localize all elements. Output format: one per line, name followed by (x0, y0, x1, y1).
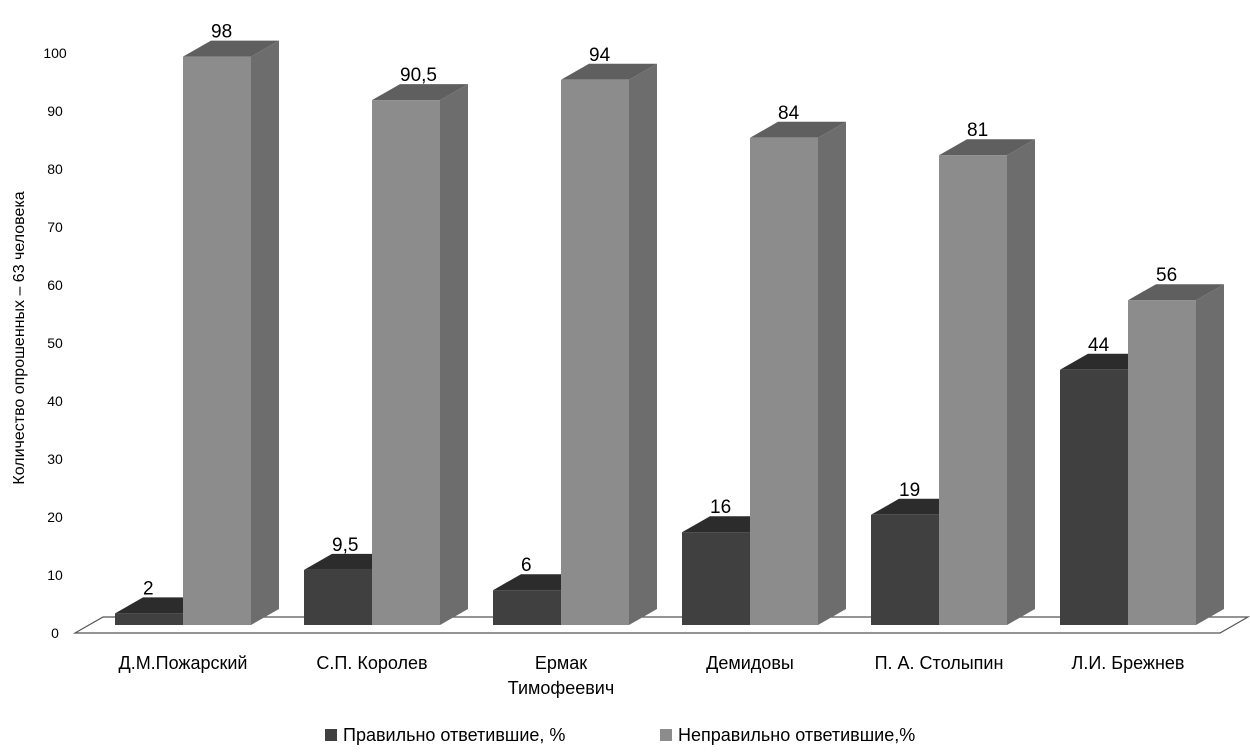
bar-front (871, 514, 939, 625)
bar-side (629, 63, 657, 626)
category-label: Д.М.Пожарский (119, 653, 248, 673)
bar-front (561, 79, 629, 626)
y-tick-label: 30 (47, 451, 63, 467)
y-tick-label: 50 (47, 335, 63, 351)
data-label: 44 (1088, 335, 1110, 356)
bar-top (750, 121, 846, 138)
category-label: Тимофеевич (508, 678, 614, 698)
y-tick-label: 80 (47, 161, 63, 177)
bar-front (1128, 300, 1196, 625)
bar-front (304, 569, 372, 625)
y-axis-label: Количество опрошенных – 63 человека (11, 191, 28, 484)
bar-front (493, 590, 561, 625)
bar (183, 40, 279, 626)
legend-swatch (660, 729, 672, 741)
bar-front (183, 56, 251, 626)
y-tick-label: 0 (51, 625, 59, 641)
bar-top (561, 63, 657, 80)
category-label: Демидовы (706, 653, 794, 673)
category-label: С.П. Королев (316, 653, 427, 673)
data-label: 16 (710, 497, 731, 518)
bar-front (750, 137, 818, 626)
y-tick-label: 40 (47, 393, 63, 409)
y-tick-label: 20 (47, 509, 63, 525)
bar-top (1128, 284, 1224, 301)
data-label: 6 (521, 555, 532, 576)
y-tick-label: 100 (43, 45, 67, 61)
y-tick-label: 70 (47, 219, 63, 235)
bar-side (251, 40, 279, 626)
x-axis-categories: Д.М.Пожарский С.П. Королев Ермак Тимофеевич… (119, 653, 1185, 698)
bar-top (939, 139, 1035, 156)
data-label: 98 (211, 22, 232, 43)
chart-floor (72, 616, 1250, 634)
data-labels: 2 98 9,5 90,5 6 94 16 84 19 81 44 56 (143, 22, 1177, 600)
category-label: П. А. Столыпин (875, 653, 1004, 673)
bar (750, 121, 846, 626)
bar-side (818, 121, 846, 626)
bar-front (939, 155, 1007, 625)
data-label: 19 (899, 480, 920, 501)
bars (115, 40, 1224, 626)
legend: Правильно ответившие, % Неправильно ответ… (325, 725, 915, 745)
data-label: 84 (778, 103, 800, 124)
legend-label: Правильно ответившие, % (343, 725, 565, 745)
bar-front (115, 613, 183, 625)
legend-swatch (325, 729, 337, 741)
y-tick-label: 10 (47, 567, 63, 583)
data-label: 90,5 (400, 65, 437, 86)
y-tick-label: 90 (47, 103, 63, 119)
bar (561, 63, 657, 626)
category-label: Л.И. Брежнев (1072, 653, 1185, 673)
bar-side (1196, 284, 1224, 625)
bar-front (682, 532, 750, 625)
bar-top (372, 84, 468, 101)
y-axis-ticks: 0 10 20 30 40 50 60 70 80 90 100 (43, 45, 67, 641)
bar-top (183, 40, 279, 57)
data-label: 2 (143, 578, 154, 599)
data-label: 9,5 (332, 535, 358, 556)
bar-side (440, 84, 468, 626)
legend-label: Неправильно ответившие,% (678, 725, 915, 745)
bar-front (1060, 369, 1128, 625)
bar (1128, 284, 1224, 625)
category-label: Ермак (535, 653, 587, 673)
bar-side (1007, 139, 1035, 625)
floor-plane (72, 616, 1250, 634)
bar (372, 84, 468, 626)
data-label: 56 (1156, 265, 1177, 286)
bar-front (372, 100, 440, 626)
data-label: 81 (967, 120, 988, 141)
data-label: 94 (589, 45, 611, 66)
y-tick-label: 60 (47, 277, 63, 293)
bar (939, 139, 1035, 625)
